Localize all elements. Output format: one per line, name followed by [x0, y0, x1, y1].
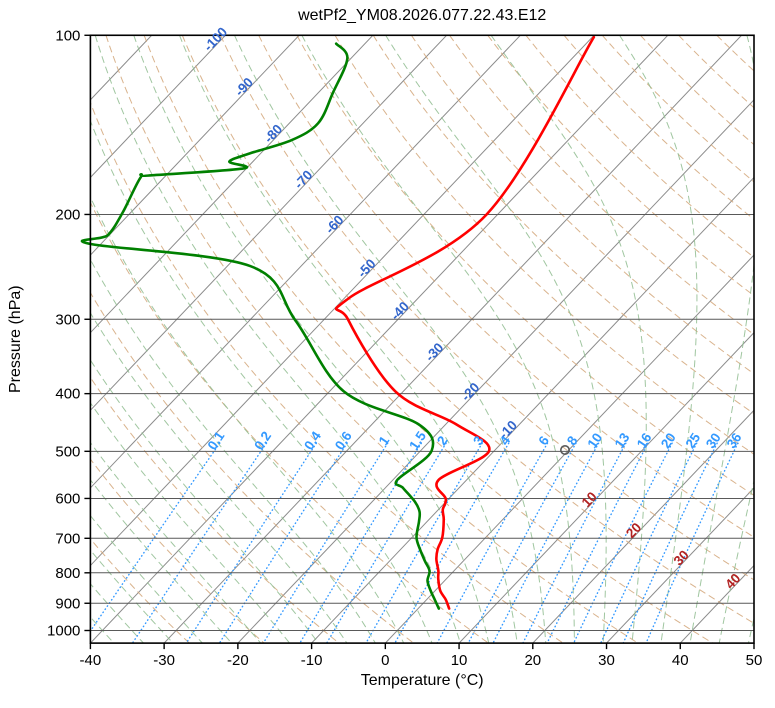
svg-text:Pressure (hPa): Pressure (hPa) [7, 285, 24, 393]
svg-text:30: 30 [598, 652, 615, 669]
svg-text:-10: -10 [301, 652, 323, 669]
svg-text:500: 500 [55, 443, 80, 460]
svg-text:1000: 1000 [47, 623, 80, 640]
svg-text:900: 900 [55, 595, 80, 612]
svg-text:-20: -20 [227, 652, 249, 669]
svg-text:40: 40 [672, 652, 689, 669]
svg-text:700: 700 [55, 530, 80, 547]
svg-text:10: 10 [451, 652, 468, 669]
svg-text:100: 100 [55, 27, 80, 44]
svg-text:800: 800 [55, 565, 80, 582]
svg-text:50: 50 [746, 652, 763, 669]
svg-text:20: 20 [524, 652, 541, 669]
svg-text:-30: -30 [153, 652, 175, 669]
svg-text:600: 600 [55, 490, 80, 507]
svg-text:300: 300 [55, 311, 80, 328]
svg-text:0: 0 [381, 652, 389, 669]
svg-text:400: 400 [55, 386, 80, 403]
svg-text:-40: -40 [80, 652, 102, 669]
svg-text:200: 200 [55, 206, 80, 223]
svg-text:Temperature (°C): Temperature (°C) [361, 672, 484, 689]
svg-text:wetPf2_YM08.2026.077.22.43.E12: wetPf2_YM08.2026.077.22.43.E12 [297, 7, 546, 24]
